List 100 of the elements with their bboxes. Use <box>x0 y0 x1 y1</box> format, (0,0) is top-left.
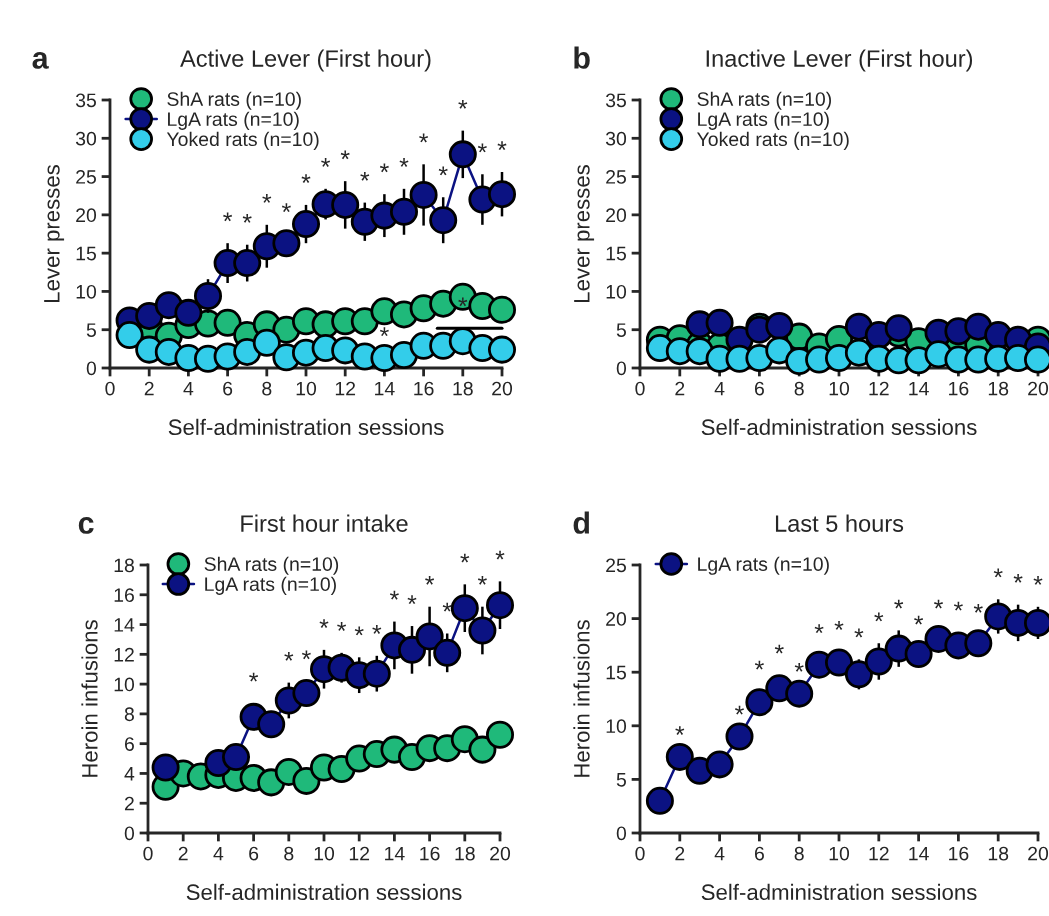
point <box>904 639 933 668</box>
legend-label: LgA rats (n=10) <box>698 111 829 130</box>
annotation: * <box>321 158 331 167</box>
x-tick-label: 10 <box>314 846 335 861</box>
x-tick-label: 20 <box>1028 381 1049 396</box>
y-axis-title: Heroin infusions <box>81 620 98 777</box>
annotation: * <box>223 212 233 222</box>
y-tick-label: 0 <box>86 361 97 376</box>
point <box>292 679 321 708</box>
annotation: * <box>1033 576 1043 585</box>
annotation: * <box>675 726 685 735</box>
point <box>645 786 674 815</box>
x-tick-label: 16 <box>414 381 434 396</box>
y-tick-label: 15 <box>606 246 626 261</box>
annotation: * <box>477 575 487 585</box>
legend-label: ShA rats (n=10) <box>204 556 339 575</box>
x-tick-label: 12 <box>349 846 370 861</box>
point <box>433 638 462 667</box>
x-axis-title: Self-administration sessions <box>186 883 462 901</box>
point <box>151 753 180 782</box>
annotation: * <box>379 163 389 173</box>
annotation: * <box>399 158 409 167</box>
annotation: * <box>477 143 487 153</box>
point <box>487 180 517 209</box>
x-tick-label: 18 <box>453 381 473 396</box>
x-tick-label: 18 <box>988 381 1009 396</box>
x-tick-label: 10 <box>829 846 850 861</box>
point <box>765 311 794 340</box>
point <box>468 616 497 645</box>
x-tick-label: 4 <box>714 846 725 861</box>
y-tick-label: 0 <box>124 826 135 841</box>
point <box>257 710 286 739</box>
annotation: * <box>458 297 468 307</box>
annotation: * <box>425 575 435 585</box>
point <box>485 591 515 620</box>
x-tick-label: 6 <box>223 381 233 396</box>
legend-label: LgA rats (n=10) <box>205 576 336 595</box>
point <box>292 766 321 795</box>
x-tick-label: 12 <box>335 381 356 396</box>
chart-title: Last 5 hours <box>775 514 904 532</box>
point <box>252 328 281 357</box>
x-tick-label: 20 <box>1028 846 1049 861</box>
annotation: * <box>281 203 291 213</box>
x-tick-label: 0 <box>143 846 153 861</box>
point <box>765 336 794 365</box>
x-tick-label: 8 <box>284 846 294 861</box>
point <box>415 622 444 651</box>
annotation: * <box>301 174 311 183</box>
annotation: * <box>953 601 963 611</box>
y-axis-title: Lever presses <box>574 165 595 302</box>
point <box>705 750 734 779</box>
y-tick-label: 8 <box>124 707 134 722</box>
y-tick-label: 30 <box>605 131 627 146</box>
annotation: * <box>438 166 448 176</box>
point <box>174 298 203 327</box>
annotation: * <box>372 625 382 634</box>
point <box>824 648 854 677</box>
annotation: * <box>301 650 311 660</box>
annotation: * <box>914 615 924 625</box>
legend-label: Yoked rats (n=10) <box>697 131 849 150</box>
x-tick-label: 18 <box>455 846 475 861</box>
annotation: * <box>854 628 864 638</box>
annotation: * <box>262 194 272 203</box>
x-tick-label: 20 <box>492 381 513 396</box>
x-tick-label: 6 <box>249 846 259 861</box>
y-tick-label: 25 <box>76 170 96 184</box>
x-tick-label: 0 <box>635 846 645 861</box>
x-axis-title: Self-administration sessions <box>168 418 444 436</box>
annotation: * <box>495 550 505 560</box>
annotation: * <box>379 327 389 337</box>
point <box>409 180 438 209</box>
point <box>193 282 223 311</box>
annotation: * <box>319 619 329 628</box>
y-axis-title: Heroin infusions <box>573 620 590 777</box>
legend-label: ShA rats (n=10) <box>697 91 832 110</box>
annotation: * <box>354 626 364 636</box>
x-tick-label: 8 <box>262 381 272 396</box>
x-tick-label: 12 <box>869 846 889 861</box>
annotation: * <box>340 150 350 160</box>
annotation: * <box>419 133 429 143</box>
x-tick-label: 14 <box>385 846 405 861</box>
point <box>450 594 479 623</box>
point <box>291 210 321 239</box>
annotation: * <box>497 141 507 151</box>
annotation: * <box>794 662 804 672</box>
x-tick-label: 8 <box>794 846 804 861</box>
text: d <box>573 511 589 534</box>
y-tick-label: 0 <box>616 361 627 376</box>
point <box>389 197 419 226</box>
annotation: * <box>874 612 884 622</box>
annotation: * <box>774 644 784 654</box>
x-tick-label: 4 <box>714 381 725 396</box>
y-tick-label: 15 <box>606 665 626 680</box>
y-tick-label: 2 <box>124 796 134 811</box>
y-tick-label: 4 <box>124 767 135 781</box>
legend-label: LgA rats (n=10) <box>168 111 299 130</box>
y-tick-label: 20 <box>76 208 97 223</box>
chart-title: First hour intake <box>241 514 408 532</box>
y-tick-label: 16 <box>114 588 134 603</box>
point <box>331 190 360 219</box>
